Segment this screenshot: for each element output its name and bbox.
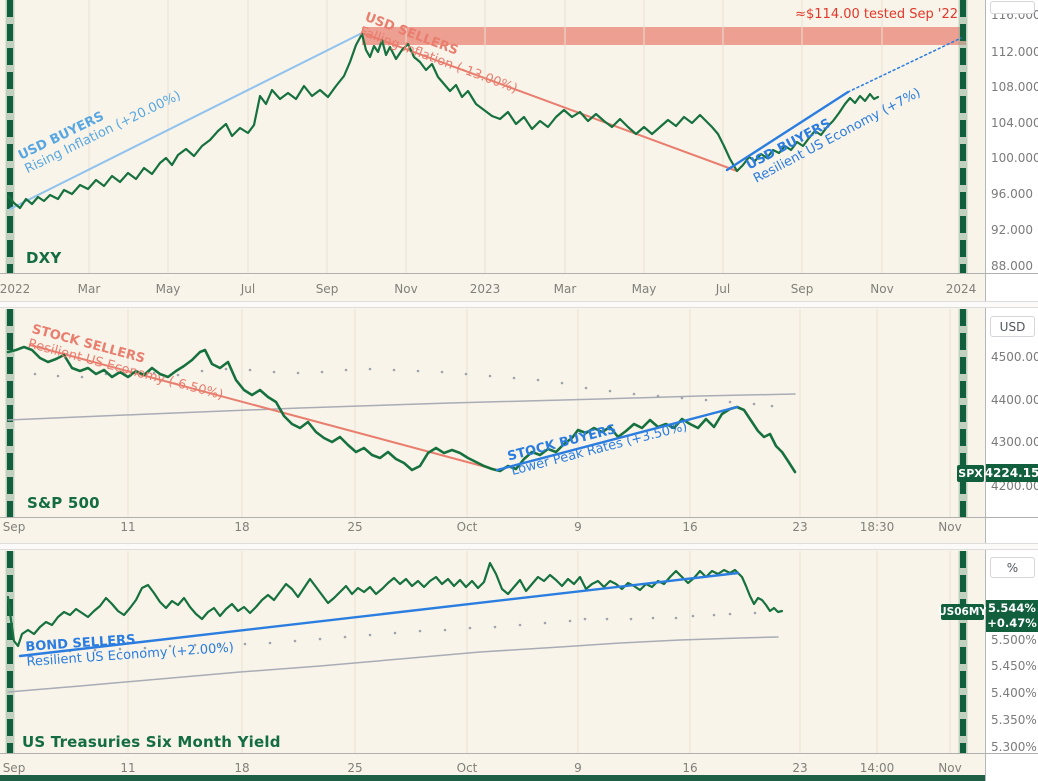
- y-axis-label: 96.000: [991, 187, 1033, 201]
- x-axis-label: 2022: [0, 282, 31, 296]
- pane-border: [0, 517, 1038, 518]
- x-axis-label: Mar: [553, 282, 577, 296]
- last-price-value: 5.544%: [988, 601, 1036, 615]
- y-axis-label: 5.350%: [991, 713, 1037, 727]
- y-axis-label: 100.000: [991, 151, 1038, 165]
- y-axis-label: 5.500%: [991, 633, 1037, 647]
- x-axis-label: 2024: [945, 282, 977, 296]
- x-axis-label: 23: [792, 761, 808, 775]
- x-axis-label: Mar: [77, 282, 101, 296]
- symbol-tag-spx: SPX: [957, 465, 984, 482]
- last-price-spx: 4224.15: [984, 464, 1038, 482]
- x-axis-label: 18:30: [859, 520, 895, 534]
- y-axis-label: 4500.00: [991, 350, 1038, 364]
- x-axis-label: Nov: [938, 761, 962, 775]
- y-axis-label: 88.000: [991, 259, 1033, 273]
- x-axis-label: 18: [234, 761, 250, 775]
- pane-separator[interactable]: [0, 543, 1038, 550]
- x-axis-label: Nov: [938, 520, 962, 534]
- x-axis-label: Oct: [456, 520, 478, 534]
- x-axis-label: Sep: [2, 761, 26, 775]
- pane-title-bond: US Treasuries Six Month Yield: [22, 733, 281, 751]
- unit-box-dxy[interactable]: [990, 1, 1035, 14]
- x-axis-label: 25: [347, 761, 363, 775]
- y-axis-label: 112.000: [991, 45, 1038, 59]
- y-axis-label: 104.000: [991, 116, 1038, 130]
- x-axis-label: 23: [792, 520, 808, 534]
- y-axis-label: 5.400%: [991, 686, 1037, 700]
- pane-border: [0, 753, 1038, 754]
- last-price-change: +0.47%: [987, 616, 1037, 630]
- x-axis-label: 11: [120, 520, 136, 534]
- x-axis-label: May: [631, 282, 657, 296]
- x-axis-label: Sep: [2, 520, 26, 534]
- pane-title-spx: S&P 500: [27, 494, 100, 512]
- x-axis-label: Nov: [870, 282, 894, 296]
- x-axis-label: 16: [682, 761, 698, 775]
- x-axis-label: 11: [120, 761, 136, 775]
- pane-separator[interactable]: [0, 301, 1038, 308]
- level-label-114[interactable]: ≈$114.00 tested Sep '22: [795, 7, 958, 22]
- x-axis-label: Sep: [790, 282, 814, 296]
- y-axis-label: 5.450%: [991, 659, 1037, 673]
- y-axis-label: 4400.00: [991, 393, 1038, 407]
- x-axis-label: 18: [234, 520, 250, 534]
- y-axis-label: 92.000: [991, 223, 1033, 237]
- y-axis-label: 5.300%: [991, 740, 1037, 754]
- time-axis-spx[interactable]: [0, 518, 985, 543]
- y-axis-label: 4300.00: [991, 435, 1038, 449]
- pane-title-dxy: DXY: [26, 249, 62, 267]
- currency-unit-button[interactable]: USD: [990, 316, 1035, 337]
- x-axis-label: 25: [347, 520, 363, 534]
- x-axis-label: Sep: [315, 282, 339, 296]
- chart-canvas[interactable]: [0, 0, 985, 781]
- x-axis-label: 14:00: [859, 761, 895, 775]
- percent-unit-button[interactable]: %: [990, 557, 1035, 578]
- x-axis-label: Jul: [240, 282, 256, 296]
- x-axis-label: Jul: [715, 282, 731, 296]
- x-axis-label: May: [155, 282, 181, 296]
- bottom-toolbar-edge: [0, 775, 985, 781]
- symbol-tag-us06my: US06MY: [938, 604, 987, 620]
- x-axis-label: 2023: [469, 282, 501, 296]
- y-axis-label: 4200.00: [991, 479, 1038, 493]
- x-axis-label: 16: [682, 520, 698, 534]
- x-axis-label: Nov: [394, 282, 418, 296]
- y-axis-label: 108.000: [991, 80, 1038, 94]
- x-axis-label: 9: [574, 761, 582, 775]
- x-axis-label: Oct: [456, 761, 478, 775]
- time-axis-bond[interactable]: [0, 754, 985, 775]
- price-scale[interactable]: [985, 0, 1038, 781]
- x-axis-label: 9: [574, 520, 582, 534]
- last-price-us06my: 5.544% +0.47%: [986, 600, 1038, 632]
- pane-border: [0, 273, 1038, 274]
